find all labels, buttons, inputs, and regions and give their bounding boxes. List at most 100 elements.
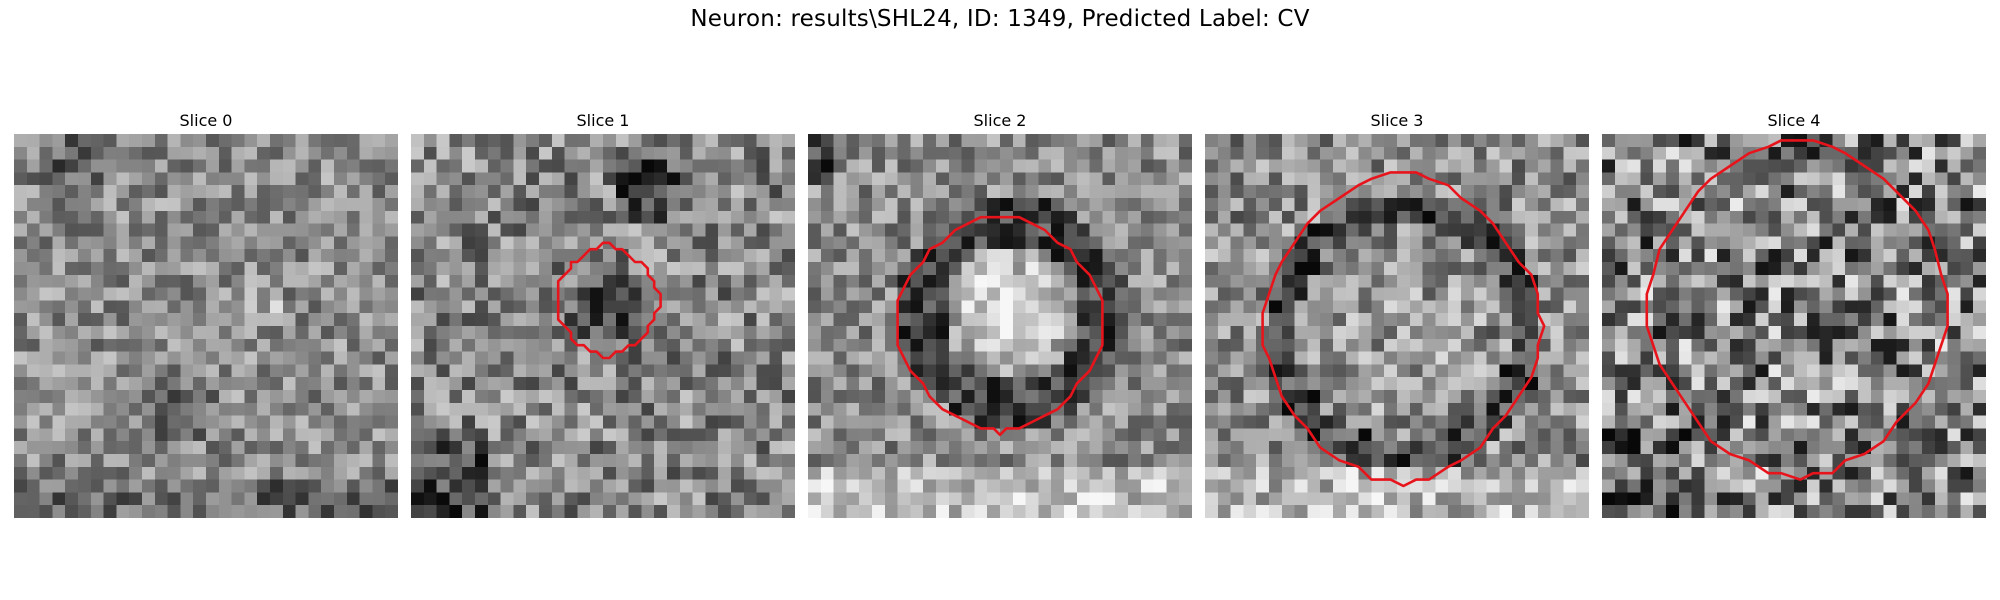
image-pixel (1768, 146, 1782, 161)
image-pixel (1934, 505, 1949, 518)
image-pixel (423, 300, 438, 314)
image-pixel (462, 326, 476, 340)
image-pixel (782, 415, 795, 429)
image-pixel (1166, 249, 1180, 263)
image-pixel (987, 287, 1001, 301)
image-pixel (526, 415, 540, 429)
image-pixel (654, 415, 668, 429)
image-pixel (1384, 505, 1398, 518)
image-pixel (577, 198, 591, 212)
image-pixel (1281, 441, 1296, 455)
image-pixel (526, 172, 540, 186)
image-pixel (449, 300, 463, 314)
image-pixel (577, 172, 591, 186)
image-pixel (1102, 351, 1116, 365)
image-pixel (539, 223, 553, 237)
image-pixel (385, 236, 398, 250)
image-pixel (705, 326, 719, 340)
image-pixel (1858, 134, 1872, 148)
image-pixel (423, 466, 438, 481)
image-pixel (1294, 185, 1308, 199)
image-pixel (1870, 262, 1885, 276)
image-pixel (244, 210, 258, 225)
image-pixel (1166, 146, 1180, 161)
image-pixel (1794, 326, 1808, 340)
image-pixel (1064, 505, 1078, 518)
image-pixel (1614, 390, 1629, 404)
image-pixel (679, 351, 694, 365)
image-pixel (1473, 351, 1488, 365)
image-pixel (142, 146, 156, 161)
image-pixel (679, 313, 694, 327)
image-pixel (1435, 313, 1449, 327)
image-pixel (1166, 223, 1180, 237)
image-pixel (270, 210, 284, 225)
image-pixel (1794, 185, 1808, 199)
image-pixel (1922, 505, 1936, 518)
image-pixel (1909, 402, 1923, 417)
image-pixel (1409, 159, 1424, 173)
image-pixel (193, 402, 207, 417)
image-pixel (1768, 492, 1782, 506)
image-pixel (244, 198, 258, 212)
image-pixel (78, 146, 92, 161)
image-pixel (731, 479, 745, 493)
image-pixel (564, 492, 578, 506)
image-pixel (500, 274, 514, 289)
image-pixel (808, 185, 822, 199)
image-pixel (1691, 249, 1705, 263)
image-pixel (1486, 287, 1500, 301)
image-pixel (526, 134, 540, 148)
image-pixel (475, 505, 489, 518)
image-pixel (1269, 479, 1283, 493)
image-pixel (910, 402, 924, 417)
image-pixel (1934, 313, 1949, 327)
image-pixel (475, 390, 489, 404)
image-pixel (1883, 454, 1897, 468)
image-pixel (1896, 326, 1910, 340)
image-pixel (1205, 223, 1219, 237)
image-pixel (1947, 274, 1961, 289)
image-pixel (1870, 428, 1885, 442)
image-pixel (897, 466, 911, 481)
image-pixel (142, 313, 156, 327)
image-pixel (1461, 492, 1475, 506)
image-pixel (180, 185, 194, 199)
image-pixel (1845, 185, 1859, 199)
image-pixel (1858, 390, 1872, 404)
image-pixel (193, 172, 207, 186)
image-pixel (539, 428, 553, 442)
image-pixel (654, 466, 668, 481)
image-pixel (1333, 364, 1347, 378)
image-pixel (1717, 210, 1731, 225)
image-pixel (1115, 390, 1129, 404)
image-pixel (692, 287, 706, 301)
image-pixel (859, 351, 873, 365)
image-pixel (1358, 300, 1372, 314)
image-pixel (385, 441, 398, 455)
image-pixel (270, 441, 284, 455)
image-pixel (1179, 505, 1192, 518)
image-pixel (756, 223, 770, 237)
image-pixel (1973, 377, 1986, 391)
image-pixel (1934, 415, 1949, 429)
image-pixel (756, 415, 770, 429)
image-pixel (769, 505, 783, 518)
image-pixel (590, 210, 604, 225)
image-pixel (1128, 249, 1142, 263)
image-pixel (1934, 377, 1949, 391)
image-pixel (154, 134, 169, 148)
image-pixel (1742, 390, 1757, 404)
image-pixel (1076, 428, 1091, 442)
image-pixel (948, 198, 963, 212)
image-pixel (782, 402, 795, 417)
image-pixel (1704, 223, 1718, 237)
image-pixel (526, 210, 540, 225)
image-pixel (1358, 185, 1372, 199)
image-pixel (654, 185, 668, 199)
image-pixel (808, 313, 822, 327)
image-pixel (1922, 287, 1936, 301)
image-pixel (1397, 466, 1411, 481)
image-pixel (385, 428, 398, 442)
image-pixel (628, 402, 642, 417)
